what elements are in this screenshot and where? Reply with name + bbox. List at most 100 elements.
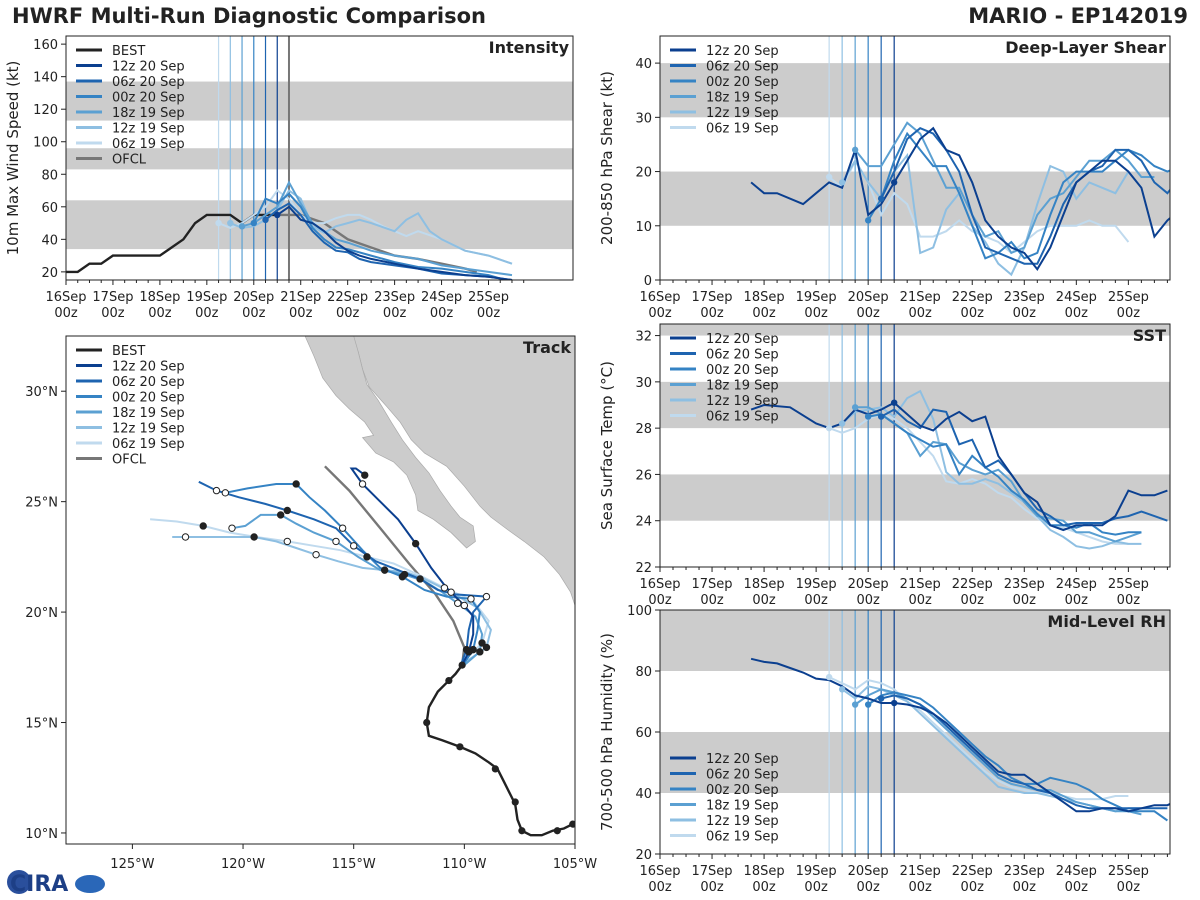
track-point-marker <box>447 588 455 596</box>
intensity-xtick-day: 24Sep <box>421 290 462 305</box>
intensity-xtick-day: 16Sep <box>45 290 86 305</box>
shear-ytick-label: 40 <box>635 57 652 72</box>
track-xtick-label: 120°W <box>221 857 265 872</box>
sst-init-marker <box>825 424 833 432</box>
track-series-line <box>349 467 475 666</box>
sst-legend-label: 12z 19 Sep <box>706 394 779 409</box>
intensity-title: Intensity <box>489 38 570 57</box>
sst-ytick-label: 30 <box>635 376 652 391</box>
track-ytick-label: 20°N <box>25 606 58 621</box>
sst-xtick-day: 17Sep <box>692 577 733 592</box>
shear-xtick-day: 25Sep <box>1108 290 1149 305</box>
track-ytick-label: 10°N <box>25 827 58 842</box>
track-point-marker <box>476 648 484 656</box>
shear-xtick-day: 18Sep <box>744 290 785 305</box>
track-point-marker <box>400 570 409 579</box>
intensity-init-marker <box>238 223 246 230</box>
rh-threshold-band <box>660 732 1170 793</box>
sst-xtick-hour: 00z <box>856 593 880 608</box>
track-xtick-label: 105°W <box>553 857 597 872</box>
intensity-ylabel: 10m Max Wind Speed (kt) <box>4 61 22 256</box>
best-track-marker <box>511 798 519 806</box>
sst-xtick-day: 25Sep <box>1108 577 1149 592</box>
intensity-threshold-band <box>66 148 573 170</box>
track-point-marker <box>332 537 340 546</box>
shear-legend-label: 00z 20 Sep <box>706 75 779 90</box>
track-point-marker <box>338 524 347 532</box>
shear-legend-label: 06z 19 Sep <box>706 122 779 137</box>
track-point-marker <box>292 480 300 488</box>
intensity-legend-label: 12z 19 Sep <box>112 122 185 137</box>
sst-init-marker <box>877 413 885 420</box>
intensity-xtick-day: 20Sep <box>233 290 274 305</box>
track-point-marker <box>482 592 491 601</box>
intensity-series-line <box>276 205 513 280</box>
intensity-init-marker <box>215 219 222 227</box>
track-point-marker <box>181 533 190 541</box>
rh-ytick-label: 80 <box>635 665 652 680</box>
shear-xtick-day: 21Sep <box>900 290 941 305</box>
sst-xtick-day: 20Sep <box>848 577 889 592</box>
intensity-xtick-day: 21Sep <box>280 290 321 305</box>
cira-logo-text: CIRA <box>10 872 68 897</box>
shear-panel: 01020304016Sep00z17Sep00z18Sep00z19Sep00… <box>598 35 1171 321</box>
sst-ytick-label: 24 <box>635 515 652 530</box>
sst-series-line <box>841 389 1142 550</box>
intensity-ytick-label: 60 <box>41 201 58 216</box>
sst-ytick-label: 28 <box>635 422 652 437</box>
cira-logo-globe <box>7 870 31 894</box>
rh-title: Mid-Level RH <box>1047 612 1166 631</box>
intensity-ytick-label: 100 <box>33 136 58 151</box>
rh-legend-label: 12z 19 Sep <box>706 814 779 829</box>
rh-init-marker <box>838 686 846 693</box>
rh-xtick-hour: 00z <box>961 880 985 895</box>
track-point-marker <box>462 645 471 654</box>
track-ytick-label: 30°N <box>25 385 58 400</box>
shear-legend-label: 12z 19 Sep <box>706 106 779 121</box>
track-point-marker <box>228 524 236 532</box>
rh-ytick-label: 100 <box>627 604 652 619</box>
shear-init-marker <box>825 173 833 181</box>
intensity-xtick-day: 23Sep <box>374 290 415 305</box>
rh-xtick-day: 20Sep <box>848 864 889 879</box>
sst-xtick-day: 24Sep <box>1056 577 1097 592</box>
rh-xtick-hour: 00z <box>752 880 776 895</box>
sst-legend-label: 06z 19 Sep <box>706 410 779 425</box>
track-point-marker <box>363 553 371 561</box>
track-series-line <box>225 483 481 664</box>
intensity-legend-label: 18z 19 Sep <box>112 106 185 121</box>
track-legend-label: 12z 20 Sep <box>112 360 185 375</box>
rh-ytick-label: 60 <box>635 726 652 741</box>
sst-xtick-day: 18Sep <box>744 577 785 592</box>
shear-xtick-hour: 00z <box>1117 306 1141 321</box>
intensity-xtick-hour: 00z <box>148 306 172 321</box>
rh-panel: 2040608010016Sep00z17Sep00z18Sep00z19Sep… <box>598 604 1171 895</box>
intensity-ytick-label: 120 <box>33 103 58 118</box>
track-xtick-label: 110°W <box>442 857 486 872</box>
shear-ytick-label: 30 <box>635 111 652 126</box>
rh-series-line <box>867 691 1168 822</box>
rh-xtick-hour: 00z <box>648 880 672 895</box>
best-track-marker <box>445 676 453 685</box>
shear-ytick-label: 10 <box>635 220 652 235</box>
track-title: Track <box>523 338 571 357</box>
rh-xtick-hour: 00z <box>909 880 933 895</box>
shear-init-marker <box>851 146 859 154</box>
land-mass <box>309 336 575 606</box>
sst-xtick-day: 22Sep <box>952 577 993 592</box>
track-point-marker <box>221 489 230 497</box>
sst-xtick-day: 23Sep <box>1004 577 1045 592</box>
rh-init-marker <box>877 695 885 702</box>
intensity-legend-label: OFCL <box>112 153 147 168</box>
sst-xtick-hour: 00z <box>1065 593 1089 608</box>
sst-legend-label: 12z 20 Sep <box>706 332 779 347</box>
sst-ytick-label: 26 <box>635 468 652 483</box>
track-legend-label: BEST <box>112 344 145 359</box>
sst-plot-area <box>660 324 1170 567</box>
sst-legend-label: 18z 19 Sep <box>706 379 779 394</box>
sst-xtick-hour: 00z <box>1117 593 1141 608</box>
